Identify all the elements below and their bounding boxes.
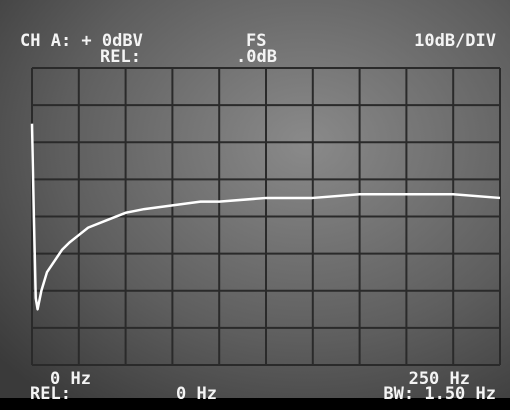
plot-area (30, 67, 501, 366)
footer-rel-value: 0 Hz (176, 384, 217, 404)
rel-label: REL: (100, 47, 141, 67)
footer-rel-label: REL: (30, 384, 71, 404)
channel-label: CH A: + 0dBV (20, 31, 143, 51)
trace (30, 123, 501, 311)
fs-label: FS (246, 31, 266, 51)
start-frequency: 0 Hz (50, 369, 91, 389)
scale-label: 10dB/DIV (414, 31, 496, 51)
stop-frequency: 250 Hz (409, 369, 470, 389)
bezel (0, 398, 510, 410)
bandwidth: BW: 1.50 Hz (383, 384, 496, 404)
rel-value: .0dB (236, 47, 277, 67)
